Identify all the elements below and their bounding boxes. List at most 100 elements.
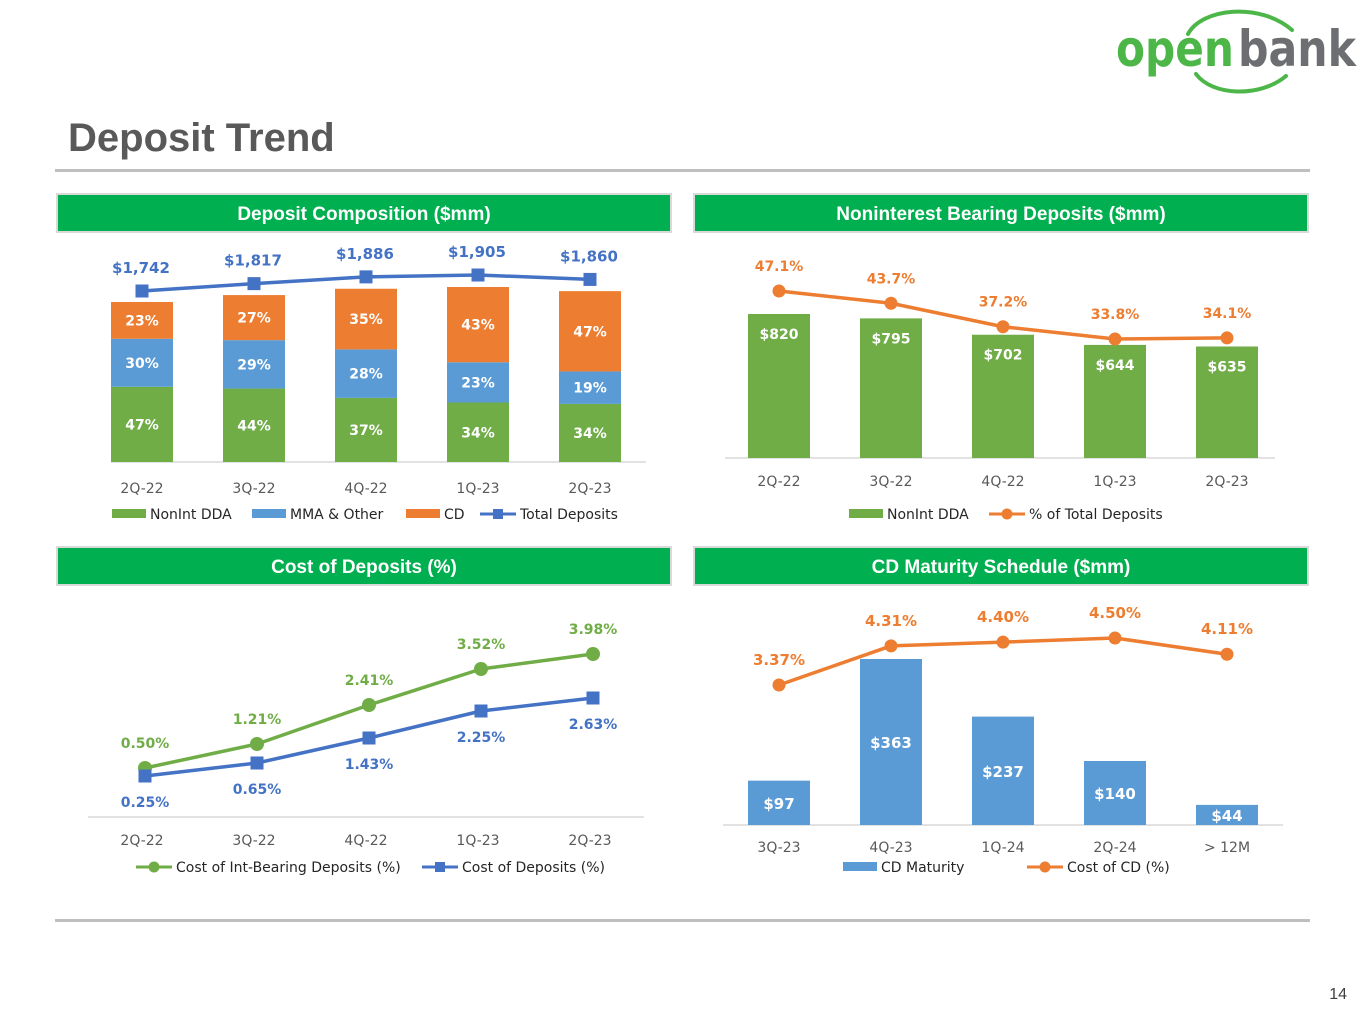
bar-data-label: 35% (349, 312, 383, 328)
legend-nonint-dda-swatch (849, 509, 883, 518)
bar-data-label: $363 (870, 734, 912, 752)
legend-nonint-dda-label: NonInt DDA (150, 507, 232, 523)
total-cost-label: 2.25% (457, 730, 506, 746)
cost-of-cd-label: 4.11% (1201, 620, 1253, 638)
pct-total-label: 47.1% (755, 259, 804, 275)
x-tick-label: 3Q-23 (757, 840, 800, 856)
logo-arc-top (1186, 9, 1294, 36)
legend-cd-swatch (406, 509, 440, 518)
x-tick-label: > 12M (1204, 840, 1250, 856)
bar (1196, 804, 1258, 825)
panel-header-composition: Deposit Composition ($mm) (56, 193, 672, 233)
pct-total-marker (1108, 332, 1122, 346)
cost-of-cd-marker (1220, 647, 1234, 661)
cost-of-deposits-chart: 0.50% 1.21% 2.41% 3.52% 3.98% 0.25% 0.65% 1.43%… (88, 622, 644, 876)
x-tick-label: 4Q-22 (981, 474, 1024, 490)
bar-segment (111, 301, 173, 339)
bar-data-label: 27% (237, 311, 271, 327)
x-tick-label: 2Q-23 (568, 833, 611, 849)
bar-data-label: $97 (763, 795, 794, 813)
noninterest-deposits-chart: $820 $795 $702 $644 $635 47.1% 43.7% 37.2% 33.8%… (725, 259, 1275, 523)
bar-segment (335, 288, 397, 350)
bar-segment (111, 338, 173, 387)
bar-segment (559, 403, 621, 462)
legend-total-cost-label: Cost of Deposits (%) (462, 860, 605, 876)
cost-of-cd-label: 3.37% (753, 651, 805, 669)
panel-header-maturity: CD Maturity Schedule ($mm) (693, 546, 1309, 586)
bar-data-label: 29% (237, 357, 271, 373)
bar (860, 659, 922, 825)
page-number: 14 (1329, 986, 1347, 1003)
bar-segment (335, 397, 397, 462)
total-deposits-label: $1,817 (224, 252, 282, 270)
bar-segment (111, 386, 173, 462)
x-tick-label: 4Q-23 (869, 840, 912, 856)
bar-data-label: $644 (1096, 358, 1135, 374)
bar (748, 314, 810, 458)
title-divider (55, 169, 1310, 172)
bar (1196, 346, 1258, 458)
openbank-logo: open bank (1116, 9, 1357, 94)
page-title: Deposit Trend (68, 116, 335, 160)
legend-cd-maturity-swatch (843, 862, 877, 871)
logo-text-bank: bank (1238, 20, 1357, 78)
pct-total-label: 37.2% (979, 295, 1028, 311)
total-deposits-label: $1,860 (560, 247, 618, 265)
total-cost-marker (474, 704, 488, 718)
pct-total-label: 34.1% (1203, 306, 1252, 322)
legend-cost-of-cd-swatch-marker (1039, 861, 1051, 873)
legend-cd-label: CD (444, 507, 465, 523)
bar (860, 318, 922, 458)
pct-total-marker (772, 284, 786, 298)
cd-maturity-chart: $97 $363 $237 $140 $44 3.37% 4.31% 4.40% 4.50% 4.… (723, 604, 1283, 876)
bar-segment (223, 388, 285, 462)
int-bearing-cost-label: 2.41% (345, 673, 394, 689)
int-bearing-cost-label: 3.52% (457, 637, 506, 653)
bar-data-label: $635 (1208, 359, 1247, 375)
bar-segment (335, 349, 397, 398)
legend-mma-other-label: MMA & Other (290, 507, 384, 523)
cost-of-cd-label: 4.40% (977, 608, 1029, 626)
legend-total-cost-swatch-marker (435, 862, 445, 872)
deposit-composition-chart: 47% 30% 23% 44% 29% 27% 37% 28% 35% 34% 23% 43% 34% 1… (111, 243, 646, 523)
int-bearing-cost-marker (586, 647, 600, 661)
bar-data-label: 30% (125, 356, 159, 372)
x-tick-label: 2Q-22 (120, 833, 163, 849)
bar-data-label: 23% (125, 313, 159, 329)
bar-segment (447, 287, 509, 363)
legend-cd-maturity-label: CD Maturity (881, 860, 964, 876)
panel-header-nonint: Noninterest Bearing Deposits ($mm) (693, 193, 1309, 233)
legend-total-deposits-label: Total Deposits (519, 507, 618, 523)
total-deposits-label: $1,742 (112, 259, 170, 277)
bar (972, 334, 1034, 458)
pct-total-label: 33.8% (1091, 307, 1140, 323)
bar-segment (447, 362, 509, 403)
cost-of-cd-marker (884, 639, 898, 653)
bottom-divider (55, 919, 1310, 922)
bar-data-label: $795 (872, 331, 911, 347)
x-tick-label: 1Q-23 (1093, 474, 1136, 490)
x-tick-label: 2Q-23 (568, 481, 611, 497)
x-tick-label: 2Q-23 (1205, 474, 1248, 490)
legend-pct-total-label: % of Total Deposits (1029, 507, 1163, 523)
cost-of-cd-marker (772, 678, 786, 692)
cost-of-cd-label: 4.50% (1089, 604, 1141, 622)
total-deposits-marker (247, 277, 261, 291)
bar-data-label: 43% (461, 318, 495, 334)
bar-segment (559, 371, 621, 404)
int-bearing-cost-marker (250, 737, 264, 751)
logo-text-open: open (1116, 20, 1234, 78)
bar-data-label: $702 (984, 348, 1023, 364)
x-tick-label: 3Q-22 (232, 833, 275, 849)
bar (1084, 344, 1146, 458)
cost-of-cd-marker (1108, 631, 1122, 645)
logo-arc-bottom (1194, 72, 1288, 94)
int-bearing-cost-label: 3.98% (569, 622, 618, 638)
total-deposits-marker (471, 268, 485, 282)
legend-nonint-dda-label: NonInt DDA (887, 507, 969, 523)
total-deposits-label: $1,886 (336, 245, 394, 263)
bar-data-label: 34% (573, 426, 607, 442)
bar-data-label: $44 (1211, 807, 1242, 825)
legend-int-bearing-cost-swatch-marker (148, 861, 160, 873)
int-bearing-cost-label: 1.21% (233, 712, 282, 728)
